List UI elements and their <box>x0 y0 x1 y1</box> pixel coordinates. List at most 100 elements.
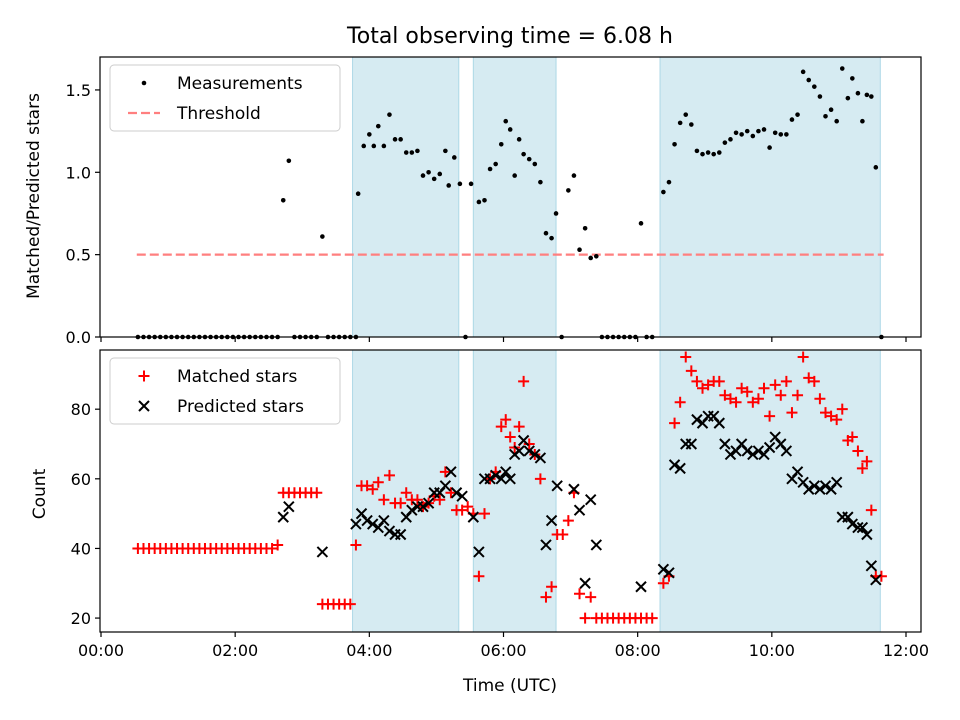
dot-point-114 <box>767 145 772 150</box>
x-point-2 <box>316 546 329 558</box>
x-point-33 <box>517 434 530 447</box>
plus-point-99 <box>685 365 697 377</box>
plus-point-114 <box>769 379 781 391</box>
legend-label: Predicted stars <box>177 397 304 417</box>
dot-point-42 <box>367 132 372 137</box>
x-point-70 <box>791 466 804 478</box>
dot-point-128 <box>845 95 851 101</box>
plus-point-81 <box>579 612 591 624</box>
dot-point-92 <box>638 221 644 226</box>
x-point-82 <box>856 521 869 534</box>
x-point-23 <box>467 511 480 523</box>
dot-point-106 <box>722 140 728 145</box>
chart-title: Total observing time = 6.08 h <box>346 24 673 49</box>
dot-point-96 <box>666 179 672 185</box>
dot-point-27 <box>286 158 292 164</box>
plus-point-134 <box>875 570 887 582</box>
dot-point-54 <box>431 176 437 182</box>
axes-frame <box>99 349 922 633</box>
plus-point-65 <box>495 421 507 433</box>
legend-box <box>109 357 341 425</box>
plus-point-113 <box>764 410 776 422</box>
legend-box <box>109 64 341 132</box>
dot-point-52 <box>420 173 426 178</box>
plus-point-121 <box>808 375 820 387</box>
bottom-y-axis-label: Count <box>30 468 50 519</box>
x-point-84 <box>865 560 878 572</box>
dot-point-48 <box>398 137 403 142</box>
x-point-45 <box>635 581 647 593</box>
plus-point-124 <box>825 410 837 422</box>
plus-point-25 <box>272 539 284 551</box>
dot-point-108 <box>733 130 739 136</box>
dot-point-63 <box>482 197 487 203</box>
plus-point-106 <box>724 393 736 405</box>
dot-point-75 <box>543 230 549 236</box>
plus-point-59 <box>462 501 474 513</box>
bottom-plot-points <box>132 351 887 624</box>
dot-point-57 <box>446 183 452 188</box>
x-point-37 <box>540 539 552 551</box>
x-point-43 <box>585 493 597 506</box>
dot-point-130 <box>855 90 861 96</box>
x-tick-label: 10:00 <box>749 641 795 660</box>
x-point-73 <box>808 480 821 492</box>
dot-point-110 <box>744 128 750 134</box>
dot-point-50 <box>409 150 415 155</box>
plus-point-44 <box>378 494 390 506</box>
x-point-75 <box>819 480 832 492</box>
x-point-20 <box>445 466 457 478</box>
x-point-44 <box>590 539 603 551</box>
dot-point-49 <box>403 150 409 155</box>
dot-point-69 <box>512 173 517 178</box>
dot-point-40 <box>355 191 361 197</box>
y-tick-label: 80 <box>71 400 91 419</box>
x-tick-label: 04:00 <box>346 641 392 660</box>
dot-point-115 <box>772 130 778 136</box>
plus-point-93 <box>646 612 658 624</box>
x-point-32 <box>513 445 525 457</box>
plus-point-102 <box>702 379 714 391</box>
y-tick-label: 1.0 <box>66 163 91 182</box>
dot-point-112 <box>756 128 761 134</box>
plus-point-62 <box>478 508 490 520</box>
dot-point-117 <box>784 132 789 137</box>
x-point-83 <box>861 528 873 541</box>
x-tick-label: 08:00 <box>615 641 661 660</box>
dot-point-113 <box>761 127 767 132</box>
top-shaded-spans <box>352 56 881 338</box>
dot-point-122 <box>812 84 817 89</box>
dot-point-65 <box>493 161 498 167</box>
dot-point-119 <box>795 112 800 117</box>
plus-point-110 <box>747 396 759 408</box>
plus-point-116 <box>780 375 792 387</box>
dot-point-72 <box>526 156 532 162</box>
dot-point-123 <box>817 94 823 99</box>
shaded-span-1 <box>472 56 557 338</box>
dot-point-116 <box>778 132 784 137</box>
dot-point-134 <box>873 165 879 170</box>
dot-point-105 <box>716 150 722 155</box>
x-point-77 <box>830 476 843 489</box>
y-tick-label: 40 <box>71 539 91 558</box>
y-tick-label: 20 <box>71 609 91 628</box>
x-point-22 <box>456 490 468 502</box>
dot-point-103 <box>705 150 711 155</box>
dot-point-56 <box>443 148 448 154</box>
plus-point-123 <box>820 407 831 419</box>
dot-point-121 <box>806 77 812 83</box>
plus-point-58 <box>456 504 468 516</box>
dot-point-109 <box>739 132 744 137</box>
dot-point-133 <box>869 94 874 99</box>
shaded-span-1 <box>472 349 557 633</box>
plus-point-41 <box>361 480 373 492</box>
bottom-legend: Matched stars Predicted stars <box>109 357 341 425</box>
plus-point-104 <box>713 375 725 387</box>
dot-point-55 <box>437 171 443 177</box>
plus-point-78 <box>562 515 574 527</box>
dot-point-102 <box>700 151 705 157</box>
dot-point-129 <box>850 76 855 81</box>
x-point-36 <box>534 452 547 464</box>
plus-point-50 <box>411 494 423 506</box>
